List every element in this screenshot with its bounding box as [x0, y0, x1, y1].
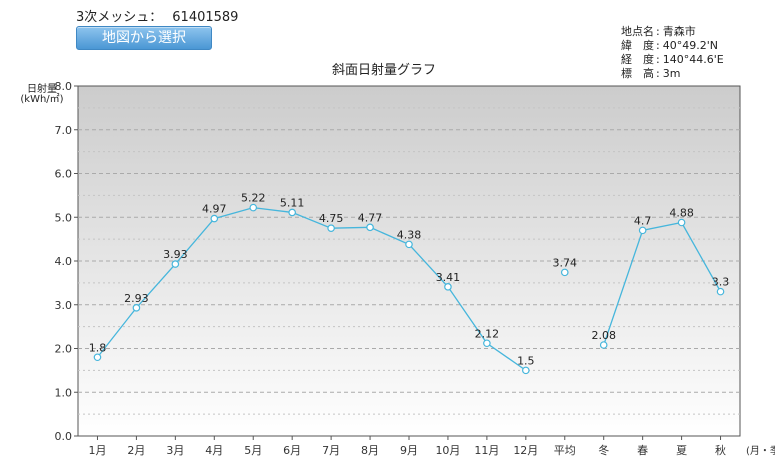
- data-point-6: [327, 224, 335, 232]
- location-name-value: 青森市: [662, 25, 696, 38]
- elevation-value: 3m: [662, 67, 681, 80]
- x-tick-label-12: 平均: [554, 444, 576, 457]
- data-label-7: 4.77: [358, 211, 383, 224]
- series-line-1: [603, 221, 722, 346]
- elevation-key: 標 高: [621, 67, 654, 80]
- x-tick-label-11: 12月: [513, 444, 538, 457]
- longitude-row: 経 度:140°44.6'E: [621, 53, 724, 66]
- y-tick-label-8: 8.0: [55, 80, 73, 93]
- x-tick-label-2: 3月: [166, 444, 184, 457]
- data-label-10: 2.12: [475, 327, 500, 340]
- mesh-info: 3次メッシュ： 61401589: [76, 6, 238, 25]
- data-label-8: 4.38: [397, 228, 422, 241]
- x-tick-label-9: 10月: [435, 444, 460, 457]
- latitude-value: 40°49.2'N: [662, 39, 718, 52]
- data-label-4: 5.22: [241, 192, 266, 205]
- x-tick-label-13: 冬: [598, 443, 609, 457]
- y-tick-label-2: 2.0: [55, 343, 73, 356]
- chart-title: 斜面日射量グラフ: [332, 62, 436, 78]
- x-tick-label-4: 5月: [244, 444, 262, 457]
- x-tick-label-10: 11月: [474, 444, 499, 457]
- x-tick-label-16: 秋: [715, 443, 726, 457]
- y-tick-label-3: 3.0: [55, 299, 73, 312]
- mesh-label: 3次メッシュ：: [76, 10, 163, 25]
- mesh-code: 61401589: [172, 10, 239, 25]
- series-line-0: [96, 206, 527, 371]
- data-label-5: 5.11: [280, 196, 305, 209]
- x-tick-label-8: 9月: [400, 444, 418, 457]
- data-point-2: [171, 260, 180, 268]
- location-info: 地点名: 青森市 緯 度:40°49.2'N 経 度:140°44.6'E 標 高…: [621, 25, 724, 81]
- x-tick-label-0: 1月: [88, 444, 106, 457]
- data-point-1: [132, 304, 141, 312]
- data-point-10: [483, 339, 491, 348]
- data-point-14: [638, 226, 647, 235]
- data-label-6: 4.75: [319, 212, 344, 225]
- select-from-map-button[interactable]: 地図から選択: [76, 26, 212, 50]
- x-tick-label-5: 6月: [283, 444, 301, 457]
- data-point-9: [444, 283, 452, 291]
- data-label-3: 4.97: [202, 203, 227, 216]
- data-point-16: [716, 287, 725, 296]
- x-tick-label-7: 8月: [361, 444, 379, 457]
- series: 1.8 2.93 3.93 4.97 5.22 5.11 4.75 4.77 4.38 3.41 2…: [89, 192, 730, 375]
- longitude-value: 140°44.6'E: [662, 53, 724, 66]
- data-label-1: 2.93: [124, 292, 149, 305]
- data-point-8: [405, 240, 413, 249]
- data-point-12: [560, 268, 569, 277]
- y-tick-label-1: 1.0: [55, 386, 73, 399]
- x-tick-label-1: 2月: [127, 444, 145, 457]
- data-label-12: 3.74: [553, 256, 578, 269]
- y-tick-label-0: 0.0: [55, 430, 73, 443]
- data-label-15: 4.88: [669, 207, 694, 220]
- y-axis-label-line-1: 日射量: [27, 83, 57, 95]
- data-label-9: 3.41: [436, 271, 461, 284]
- location-name-row: 地点名: 青森市: [621, 25, 696, 38]
- y-tick-label-6: 6.0: [55, 168, 73, 181]
- x-tick-label-14: 春: [637, 444, 648, 457]
- y-tick-label-5: 5.0: [55, 211, 73, 224]
- longitude-key: 経 度: [621, 53, 654, 66]
- x-axis-label: (月・季): [746, 445, 775, 457]
- data-point-4: [249, 203, 258, 212]
- x-tick-label-6: 7月: [322, 444, 340, 457]
- data-label-0: 1.8: [89, 341, 107, 354]
- data-point-5: [288, 208, 296, 217]
- x-tick-label-15: 夏: [676, 444, 687, 457]
- data-label-14: 4.7: [634, 214, 652, 227]
- y-tick-label-7: 7.0: [55, 124, 73, 137]
- data-point-0: [93, 353, 102, 362]
- data-point-3: [210, 214, 219, 223]
- elevation-row: 標 高:3m: [621, 67, 681, 80]
- latitude-key: 緯 度: [621, 39, 654, 52]
- data-label-11: 1.5: [517, 354, 535, 367]
- data-point-7: [366, 223, 374, 232]
- x-tick-label-3: 4月: [205, 444, 223, 457]
- data-point-15: [677, 218, 686, 227]
- grid-lines: [78, 107, 740, 415]
- data-point-13: [599, 341, 608, 349]
- y-tick-label-4: 4.0: [55, 255, 73, 268]
- data-label-16: 3.3: [712, 276, 730, 289]
- data-label-13: 2.08: [591, 329, 616, 342]
- data-point-11: [522, 366, 530, 375]
- y-axis-label-line-2: (kWh/㎡): [20, 93, 63, 105]
- latitude-row: 緯 度:40°49.2'N: [621, 39, 718, 52]
- location-name-key: 地点名: [621, 25, 654, 38]
- data-label-2: 3.93: [163, 248, 188, 261]
